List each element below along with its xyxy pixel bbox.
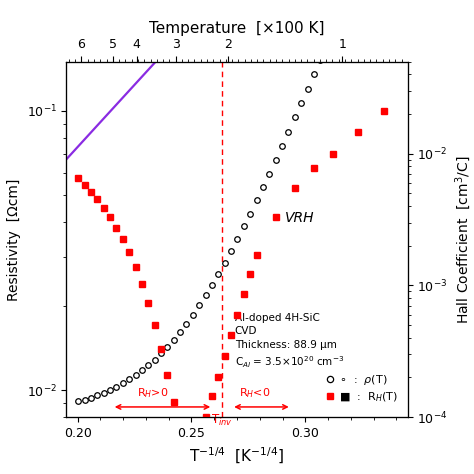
Legend: $\circ$  :  $\rho$(T), $\blacksquare$  :  R$_H$(T): $\circ$ : $\rho$(T), $\blacksquare$ : R$… (321, 368, 402, 408)
X-axis label: Temperature  [×100 K]: Temperature [×100 K] (149, 21, 325, 36)
Text: Al-doped 4H-SiC
CVD
Thickness: 88.9 μm
C$_{Al}$ = 3.5×10$^{20}$ cm$^{-3}$: Al-doped 4H-SiC CVD Thickness: 88.9 μm C… (235, 313, 344, 370)
Y-axis label: Resistivity  [Ωcm]: Resistivity [Ωcm] (7, 178, 21, 301)
Text: T$_{inv}$: T$_{inv}$ (211, 413, 233, 428)
X-axis label: T$^{-1/4}$  [K$^{-1/4}$]: T$^{-1/4}$ [K$^{-1/4}$] (190, 446, 284, 465)
Text: VRH: VRH (285, 211, 314, 225)
Y-axis label: Hall Coefficient  [cm$^3$/C]: Hall Coefficient [cm$^3$/C] (453, 155, 473, 324)
Text: R$_H$>0: R$_H$>0 (137, 386, 169, 400)
Text: R$_H$<0: R$_H$<0 (239, 386, 271, 400)
